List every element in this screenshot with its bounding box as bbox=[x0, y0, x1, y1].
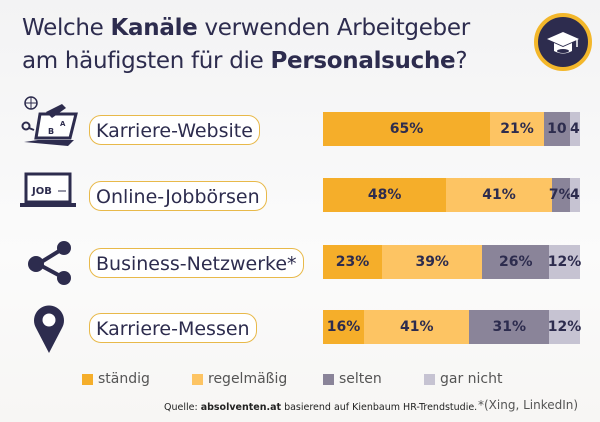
source-site: absolventen.at bbox=[200, 402, 282, 413]
legend-swatch bbox=[82, 373, 93, 385]
legend-swatch bbox=[424, 373, 435, 385]
bar-segment-ständig: 65% bbox=[323, 112, 491, 146]
bar-segment-ständig: 16% bbox=[323, 310, 365, 344]
graduation-cap-logo-icon bbox=[534, 13, 592, 71]
legend-swatch bbox=[192, 373, 203, 385]
legend-item-gar-nicht: gar nicht bbox=[424, 371, 503, 387]
bar-segment-gar-nicht: 12% bbox=[548, 245, 581, 279]
location-pin-icon bbox=[18, 300, 82, 354]
bar-segment-regelmäßig: 39% bbox=[382, 245, 483, 279]
bar-segment-gar-nicht: 4 bbox=[569, 178, 580, 212]
title-text: ? bbox=[455, 48, 468, 74]
legend-label: regelmäßig bbox=[208, 371, 288, 387]
bar-segment-gar-nicht: 12% bbox=[548, 310, 581, 344]
title-text: am häufigsten für die bbox=[22, 48, 271, 74]
source-prefix: Quelle: bbox=[164, 402, 201, 413]
category-label: Online-Jobbörsen bbox=[89, 181, 267, 211]
share-network-icon bbox=[18, 240, 82, 286]
title-bold: Kanäle bbox=[110, 15, 198, 41]
bar-segment-regelmäßig: 41% bbox=[446, 178, 552, 212]
source-note: Quelle: absolventen.at basierend auf Kie… bbox=[164, 402, 477, 413]
footnote: *(Xing, LinkedIn) bbox=[478, 398, 579, 412]
category-label: Business-Netzwerke* bbox=[89, 248, 304, 278]
bar-segment-gar-nicht: 4 bbox=[569, 112, 580, 146]
legend-item-regelmaessig: regelmäßig bbox=[192, 371, 287, 387]
stacked-bar: 23% 39% 26% 12% bbox=[323, 245, 581, 279]
bar-segment-regelmäßig: 21% bbox=[490, 112, 545, 146]
legend-swatch bbox=[323, 373, 334, 385]
title-text: verwenden Arbeitgeber bbox=[197, 15, 470, 41]
legend-item-selten: selten bbox=[323, 371, 382, 387]
stacked-bar: 16% 41% 31% 12% bbox=[323, 310, 581, 344]
source-suffix: basierend auf Kienbaum HR-Trendstudie. bbox=[281, 402, 478, 413]
legend-label: gar nicht bbox=[440, 371, 503, 387]
bar-segment-selten: 31% bbox=[469, 310, 550, 344]
chart-title: Welche Kanäle verwenden Arbeitgeber am h… bbox=[22, 12, 470, 78]
svg-text:B: B bbox=[48, 127, 54, 136]
legend-label: selten bbox=[339, 371, 382, 387]
svg-text:A: A bbox=[60, 120, 66, 128]
legend-label: ständig bbox=[98, 371, 150, 387]
legend-item-staendig: ständig bbox=[82, 371, 150, 387]
title-bold: Personalsuche bbox=[270, 48, 456, 74]
svg-text:JOB: JOB bbox=[31, 186, 52, 197]
bar-segment-ständig: 48% bbox=[323, 178, 447, 212]
category-label: Karriere-Messen bbox=[89, 313, 257, 343]
laptop-job-icon: JOB bbox=[18, 172, 82, 218]
stacked-bar: 65% 21% 10 4 bbox=[323, 112, 580, 146]
bar-segment-ständig: 23% bbox=[323, 245, 383, 279]
stacked-bar: 48% 41% 7% 4 bbox=[323, 178, 580, 212]
bar-segment-selten: 7% bbox=[549, 178, 573, 212]
category-label: Karriere-Website bbox=[89, 115, 260, 145]
bar-segment-selten: 10 bbox=[544, 112, 570, 146]
bar-segment-regelmäßig: 41% bbox=[364, 310, 470, 344]
title-text: Welche bbox=[22, 15, 111, 41]
bar-segment-selten: 26% bbox=[482, 245, 550, 279]
